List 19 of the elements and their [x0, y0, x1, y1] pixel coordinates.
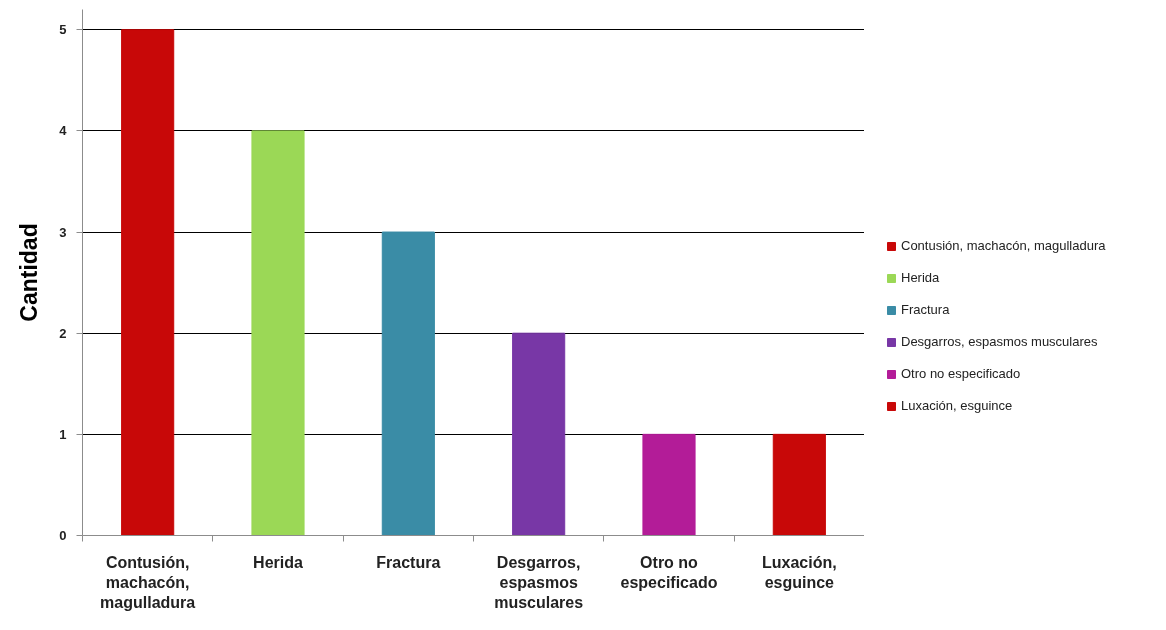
legend-label: Luxación, esguince [901, 398, 1013, 413]
y-tick-label: 3 [59, 224, 67, 240]
y-tick-label: 5 [59, 22, 67, 38]
y-axis-title: Cantidad [16, 223, 43, 322]
y-tick-label: 2 [59, 325, 67, 341]
x-tick-label: Contusión, machacón, magulladura [100, 553, 196, 612]
legend-label: Contusión, machacón, magulladura [901, 238, 1106, 253]
x-tick-label: Otro no especificado [620, 553, 718, 591]
legend-label: Desgarros, espasmos musculares [901, 334, 1098, 349]
y-tick-label: 4 [59, 123, 68, 139]
legend-label: Fractura [901, 302, 950, 317]
y-tick-label: 0 [59, 528, 67, 543]
x-tick-label: Desgarros, espasmos musculares [494, 553, 584, 612]
x-tick-label: Luxación, esguince [761, 553, 837, 591]
legend-label: Herida [901, 270, 940, 285]
y-tick-label: 1 [59, 426, 67, 442]
legend-label: Otro no especificado [901, 366, 1021, 381]
x-tick-label: Fractura [376, 553, 441, 571]
x-tick-label: Herida [253, 553, 303, 571]
